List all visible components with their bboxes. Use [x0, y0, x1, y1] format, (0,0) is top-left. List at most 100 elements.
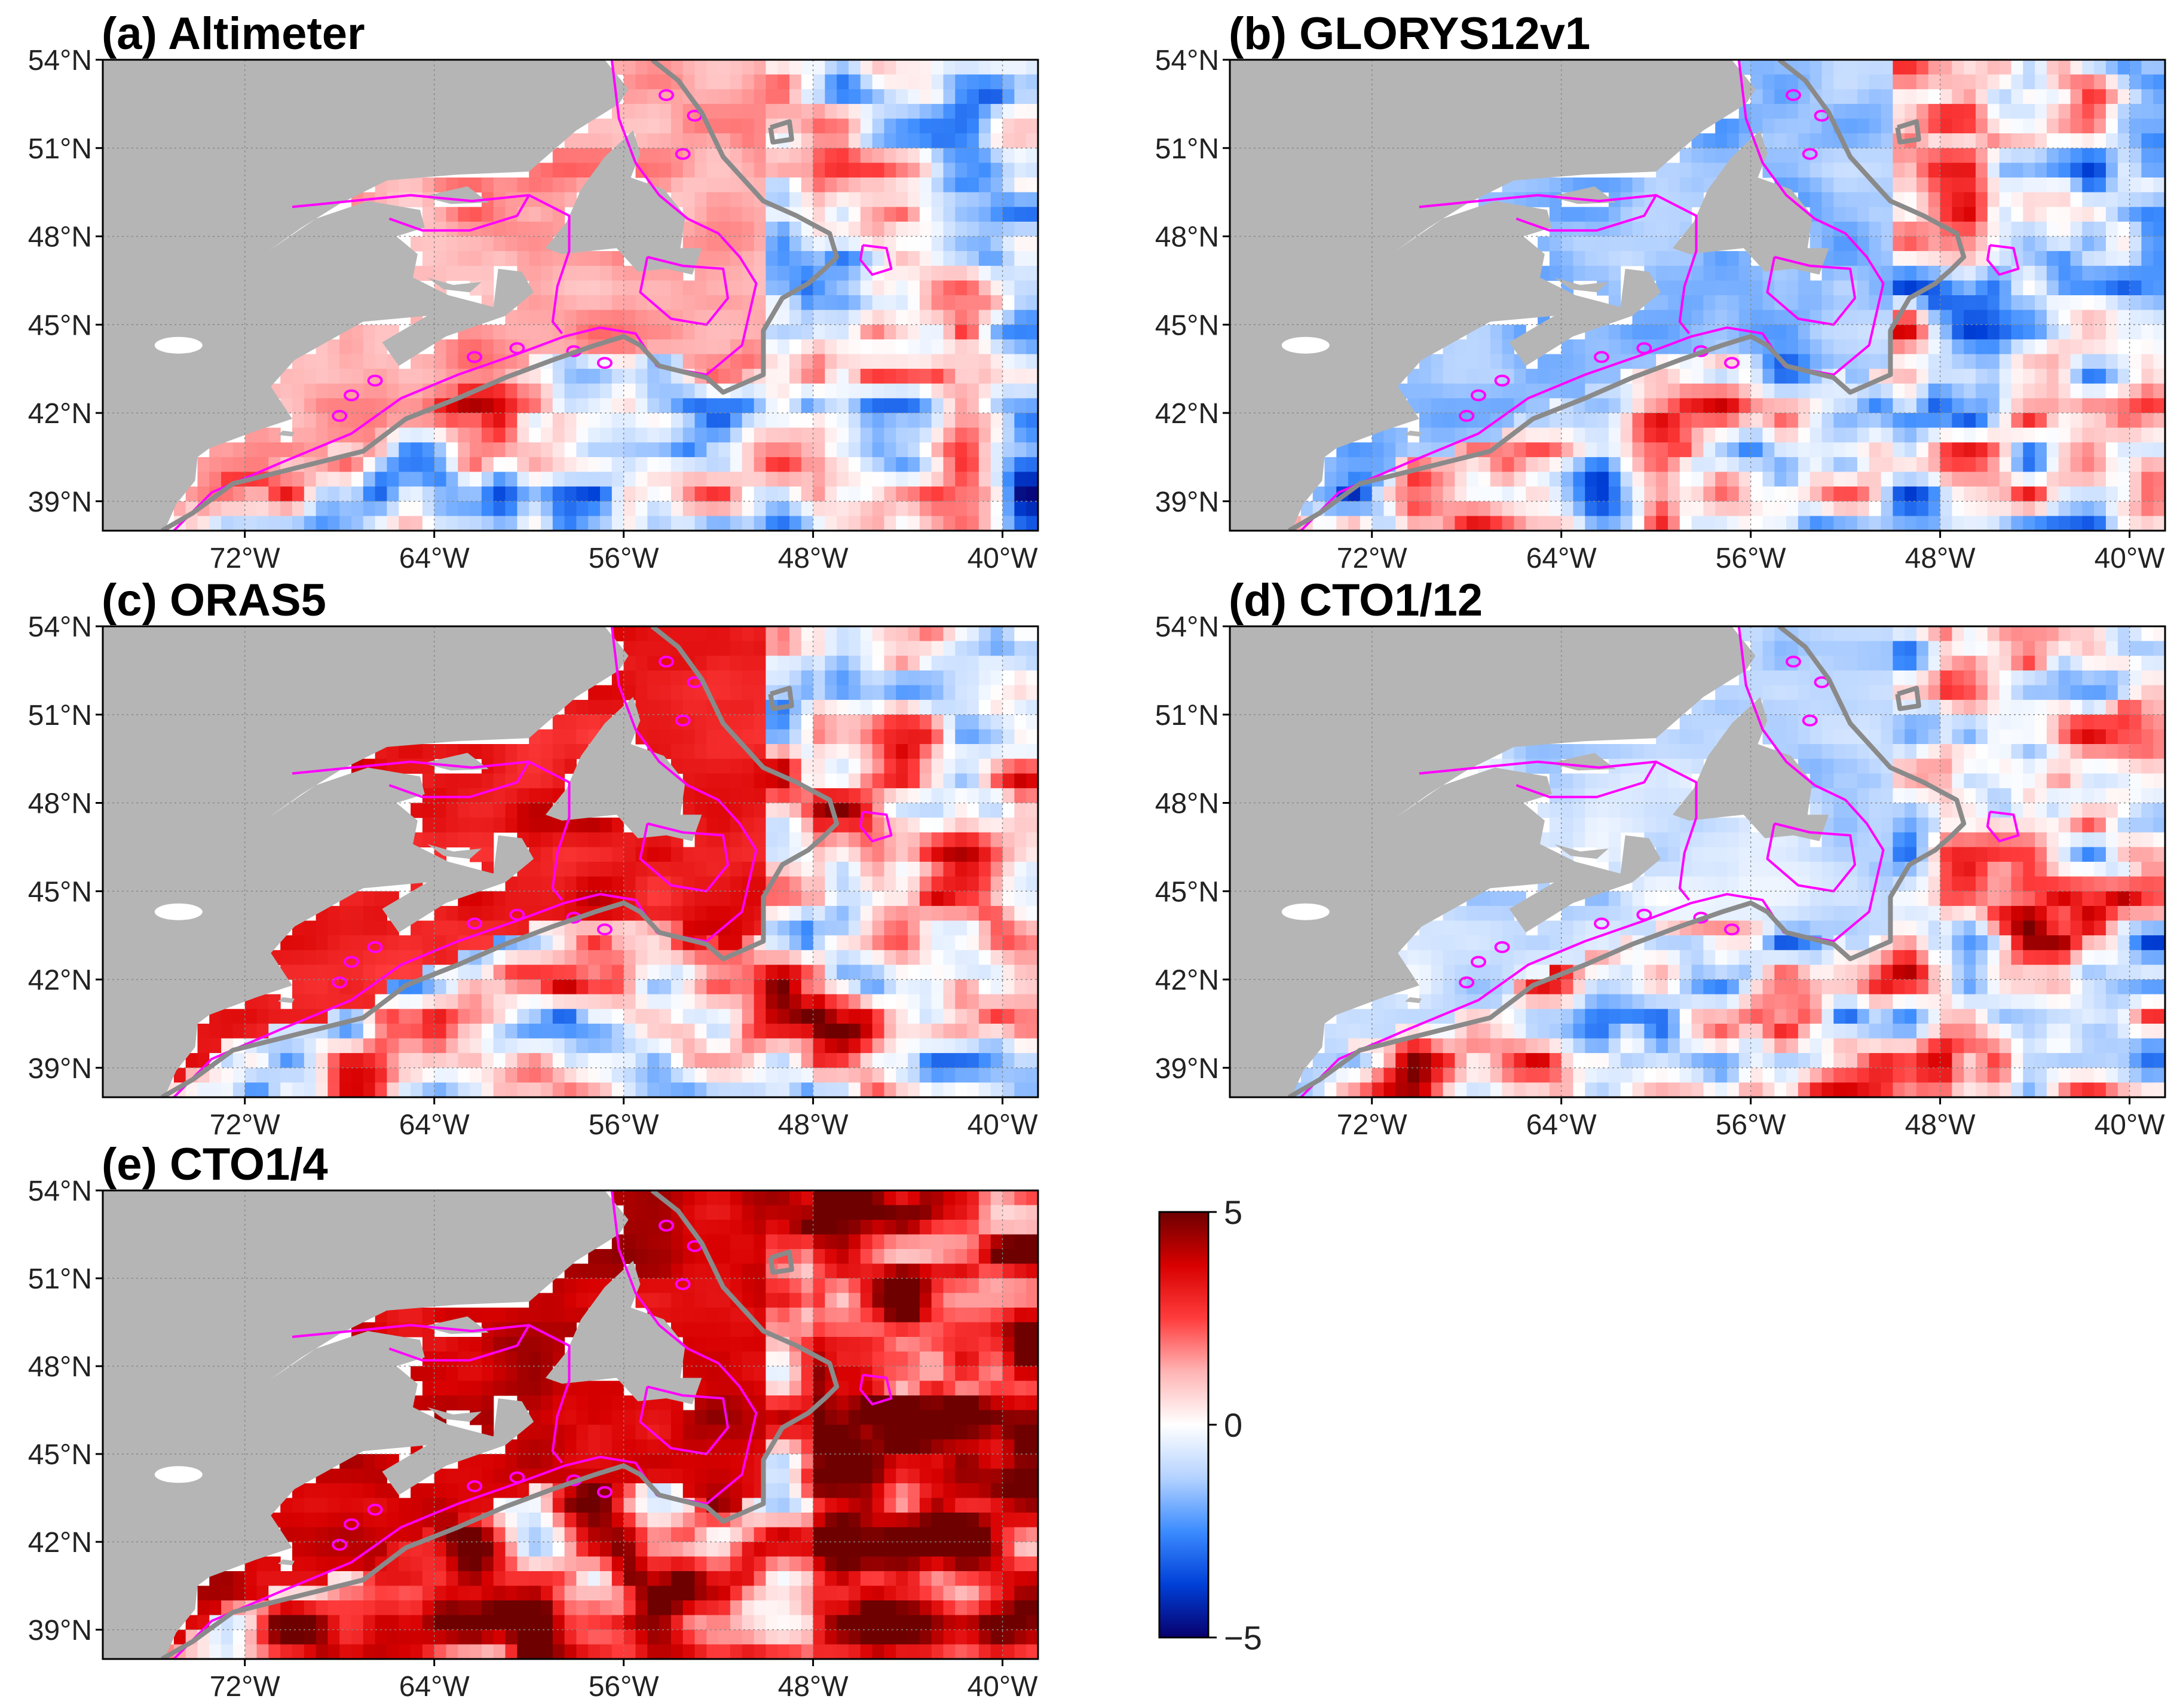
- heatmap-cell: [327, 339, 340, 355]
- heatmap-cell: [801, 1023, 814, 1039]
- heatmap-cell: [623, 280, 636, 296]
- heatmap-cell: [552, 310, 565, 325]
- heatmap-cell: [564, 383, 577, 399]
- heatmap-cell: [2082, 251, 2095, 267]
- heatmap-cell: [742, 398, 755, 414]
- heatmap-cell: [422, 773, 435, 789]
- heatmap-cell: [375, 325, 387, 340]
- heatmap-cell: [1573, 516, 1585, 531]
- heatmap-cell: [2082, 148, 2095, 163]
- heatmap-cell: [1383, 442, 1396, 458]
- heatmap-cell: [1502, 383, 1514, 399]
- heatmap-cell: [576, 163, 589, 178]
- heatmap-cell: [2070, 148, 2083, 163]
- heatmap-cell: [1360, 457, 1373, 473]
- heatmap-cell: [837, 656, 849, 671]
- heatmap-cell: [2094, 486, 2107, 502]
- heatmap-cell: [694, 501, 707, 516]
- heatmap-cell: [1644, 354, 1657, 369]
- heatmap-cell: [564, 1009, 577, 1024]
- heatmap-cell: [1632, 310, 1645, 325]
- heatmap-cell: [825, 1023, 837, 1039]
- heatmap-cell: [304, 1038, 317, 1054]
- heatmap-cell: [470, 427, 482, 443]
- heatmap-cell: [742, 670, 755, 686]
- heatmap-cell: [1738, 472, 1752, 487]
- heatmap-cell: [872, 486, 885, 502]
- heatmap-cell: [919, 965, 932, 980]
- heatmap-cell: [1905, 177, 1917, 193]
- heatmap-cell: [813, 148, 825, 163]
- heatmap-cell: [2153, 177, 2165, 193]
- heatmap-cell: [1786, 163, 1799, 178]
- heatmap-cell: [1026, 310, 1038, 325]
- heatmap-cell: [1999, 60, 2012, 75]
- heatmap-cell: [1644, 442, 1657, 458]
- heatmap-cell: [801, 383, 814, 399]
- heatmap-cell: [351, 486, 364, 502]
- heatmap-cell: [860, 486, 873, 502]
- heatmap-cell: [1916, 442, 1929, 458]
- heatmap-cell: [611, 501, 624, 516]
- land-newfoundland: [1672, 130, 1829, 275]
- heatmap-cell: [1727, 501, 1740, 516]
- heatmap-cell: [576, 133, 589, 149]
- heatmap-cell: [232, 1053, 246, 1069]
- heatmap-cell: [789, 980, 802, 995]
- heatmap-cell: [2141, 280, 2154, 296]
- heatmap-cell: [1905, 339, 1917, 355]
- heatmap-cell: [706, 1023, 719, 1039]
- heatmap-cell: [789, 427, 802, 443]
- heatmap-cell: [1940, 236, 1952, 252]
- heatmap-cell: [1502, 486, 1514, 502]
- heatmap-cell: [990, 148, 1003, 163]
- heatmap-cell: [754, 442, 766, 458]
- heatmap-cell: [1893, 265, 1905, 281]
- heatmap-cell: [718, 935, 731, 951]
- heatmap-cell: [1964, 398, 1976, 414]
- heatmap-cell: [919, 847, 932, 862]
- heatmap-cell: [730, 994, 743, 1009]
- heatmap-cell: [1833, 192, 1846, 207]
- heatmap-cell: [1869, 413, 1882, 428]
- heatmap-cell: [2046, 442, 2059, 458]
- heatmap-cell: [1750, 354, 1763, 369]
- heatmap-cell: [1371, 501, 1385, 516]
- heatmap-cell: [1561, 354, 1574, 369]
- heatmap-cell: [2082, 207, 2095, 222]
- heatmap-cell: [2023, 413, 2035, 428]
- heatmap-cell: [1869, 472, 1882, 487]
- heatmap-cell: [1774, 310, 1787, 325]
- heatmap-cell: [600, 700, 613, 715]
- heatmap-cell: [1644, 236, 1657, 252]
- heatmap-cell: [742, 280, 755, 296]
- heatmap-cell: [718, 1023, 731, 1039]
- heatmap-cell: [670, 398, 684, 414]
- heatmap-cell: [2105, 280, 2118, 296]
- heatmap-cell: [1833, 339, 1846, 355]
- heatmap-cell: [943, 133, 956, 149]
- heatmap-cell: [2046, 383, 2059, 399]
- heatmap-cell: [1964, 207, 1976, 222]
- heatmap-cell: [481, 803, 494, 818]
- heatmap-cell: [659, 427, 672, 443]
- heatmap-cell: [908, 310, 920, 325]
- heatmap-cell: [517, 920, 529, 936]
- heatmap-cell: [789, 192, 802, 207]
- heatmap-cell: [1538, 354, 1550, 369]
- heatmap-cell: [766, 486, 778, 502]
- heatmap-cell: [670, 626, 684, 642]
- land-continent: [1230, 60, 1756, 531]
- heatmap-cell: [1597, 442, 1609, 458]
- heatmap-cell: [493, 486, 506, 502]
- heatmap-cell: [777, 891, 790, 907]
- heatmap-cell: [1869, 251, 1882, 267]
- heatmap-cell: [635, 965, 648, 980]
- heatmap-cell: [588, 280, 601, 296]
- heatmap-cell: [2094, 163, 2107, 178]
- heatmap-cell: [1750, 89, 1763, 105]
- heatmap-cell: [908, 670, 920, 686]
- heatmap-cell: [1538, 442, 1550, 458]
- heatmap-cell: [730, 369, 743, 384]
- heatmap-cell: [564, 980, 577, 995]
